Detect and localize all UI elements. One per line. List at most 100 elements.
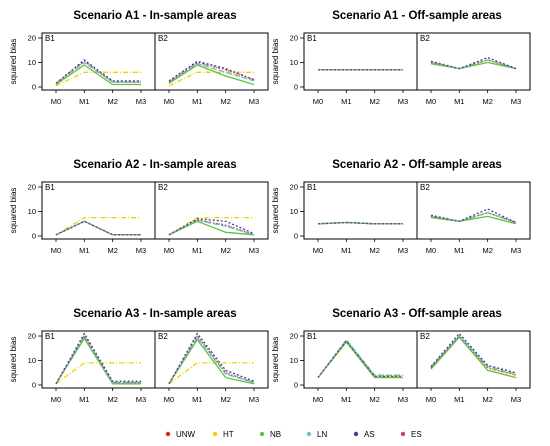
legend-marker-unw xyxy=(165,431,171,437)
x-tick-label: M3 xyxy=(136,97,146,106)
panel-frame xyxy=(154,32,269,91)
x-tick-label: M3 xyxy=(249,395,259,404)
x-tick-label: M1 xyxy=(454,97,464,106)
series-line-ln xyxy=(430,335,517,375)
chart-title: Scenario A1 - Off-sample areas xyxy=(332,10,502,22)
x-tick-label: M1 xyxy=(341,395,351,404)
legend-label: UNW xyxy=(176,430,196,439)
panel-frame xyxy=(154,181,269,240)
y-tick-label: 10 xyxy=(290,356,298,365)
x-tick-label: M0 xyxy=(51,246,61,255)
series-line-ht xyxy=(168,71,254,87)
y-axis-label: squared bias xyxy=(271,188,280,234)
series-line-ht xyxy=(168,216,254,236)
panel-frame xyxy=(303,32,418,91)
y-axis-label: squared bias xyxy=(9,188,18,234)
x-tick-label: M0 xyxy=(426,395,436,404)
series-line-ht xyxy=(55,362,141,385)
x-tick-label: M0 xyxy=(164,246,174,255)
series-line-nb xyxy=(168,64,255,86)
y-axis-label: squared bias xyxy=(271,337,280,383)
x-tick-label: M3 xyxy=(398,97,408,106)
panel-frame xyxy=(154,330,269,389)
y-tick-label: 20 xyxy=(290,34,298,43)
x-tick-label: M0 xyxy=(51,395,61,404)
series-line-as xyxy=(317,339,403,378)
legend-label: ES xyxy=(411,430,422,439)
x-tick-label: M3 xyxy=(511,97,521,106)
x-tick-label: M2 xyxy=(369,395,379,404)
y-axis-label: squared bias xyxy=(9,39,18,85)
series-line-nb xyxy=(430,336,517,379)
x-tick-label: M1 xyxy=(454,246,464,255)
series-line-nb xyxy=(430,61,517,70)
x-tick-label: M3 xyxy=(398,246,408,255)
chart-title: Scenario A3 - Off-sample areas xyxy=(332,308,502,320)
panel-frame xyxy=(303,181,418,240)
panel-frame xyxy=(416,330,531,389)
x-tick-label: M2 xyxy=(107,97,117,106)
x-tick-label: M2 xyxy=(369,246,379,255)
y-axis-label: squared bias xyxy=(9,337,18,383)
x-tick-label: M2 xyxy=(482,395,492,404)
y-tick-label: 20 xyxy=(28,332,36,341)
series-line-ln xyxy=(317,338,403,378)
series-line-ln xyxy=(430,212,517,224)
x-tick-label: M3 xyxy=(511,395,521,404)
series-line-ht xyxy=(55,71,141,87)
panel-label: B2 xyxy=(420,34,430,43)
x-tick-label: M1 xyxy=(79,97,89,106)
series-line-ht xyxy=(55,216,141,236)
series-line-nb xyxy=(55,220,141,236)
x-tick-label: M3 xyxy=(398,395,408,404)
panel-frame xyxy=(416,32,531,91)
x-tick-label: M2 xyxy=(107,395,117,404)
x-tick-label: M1 xyxy=(454,395,464,404)
x-tick-label: M1 xyxy=(192,395,202,404)
chart-title: Scenario A2 - Off-sample areas xyxy=(332,159,502,171)
x-tick-label: M3 xyxy=(136,246,146,255)
series-line-nb xyxy=(168,220,255,236)
x-tick-label: M1 xyxy=(192,97,202,106)
x-tick-label: M0 xyxy=(426,97,436,106)
x-tick-label: M2 xyxy=(107,246,117,255)
legend-marker-ht xyxy=(212,431,218,437)
legend-marker-nb xyxy=(259,431,265,437)
panel-label: B2 xyxy=(420,183,430,192)
x-tick-label: M0 xyxy=(313,395,323,404)
x-tick-label: M0 xyxy=(313,246,323,255)
y-tick-label: 0 xyxy=(32,83,36,92)
series-line-es xyxy=(55,220,141,236)
panel-label: B1 xyxy=(307,332,317,341)
panel-label: B2 xyxy=(158,34,168,43)
legend-label: NB xyxy=(270,430,281,439)
legend-label: HT xyxy=(223,430,234,439)
x-tick-label: M3 xyxy=(136,395,146,404)
series-line-es xyxy=(55,334,141,385)
chart-title: Scenario A2 - In-sample areas xyxy=(73,159,236,171)
legend-label: AS xyxy=(364,430,375,439)
panel-label: B1 xyxy=(45,34,55,43)
x-tick-label: M0 xyxy=(51,97,61,106)
series-line-ln xyxy=(317,221,403,225)
panel-frame xyxy=(41,181,156,240)
y-tick-label: 0 xyxy=(294,232,298,241)
series-line-as xyxy=(430,332,517,374)
y-axis-label: squared bias xyxy=(271,39,280,85)
x-tick-label: M2 xyxy=(220,97,230,106)
x-tick-label: M1 xyxy=(79,395,89,404)
x-tick-label: M3 xyxy=(511,246,521,255)
series-line-ln xyxy=(168,219,255,236)
legend-marker-as xyxy=(353,431,359,437)
series-line-nb xyxy=(55,64,141,86)
panel-label: B2 xyxy=(420,332,430,341)
legend-marker-es xyxy=(400,431,406,437)
chart-title: Scenario A1 - In-sample areas xyxy=(73,10,236,22)
x-tick-label: M0 xyxy=(164,97,174,106)
x-tick-label: M0 xyxy=(313,97,323,106)
panel-frame xyxy=(416,181,531,240)
chart-title: Scenario A3 - In-sample areas xyxy=(73,308,236,320)
y-tick-label: 0 xyxy=(294,83,298,92)
x-tick-label: M1 xyxy=(79,246,89,255)
x-tick-label: M1 xyxy=(341,246,351,255)
